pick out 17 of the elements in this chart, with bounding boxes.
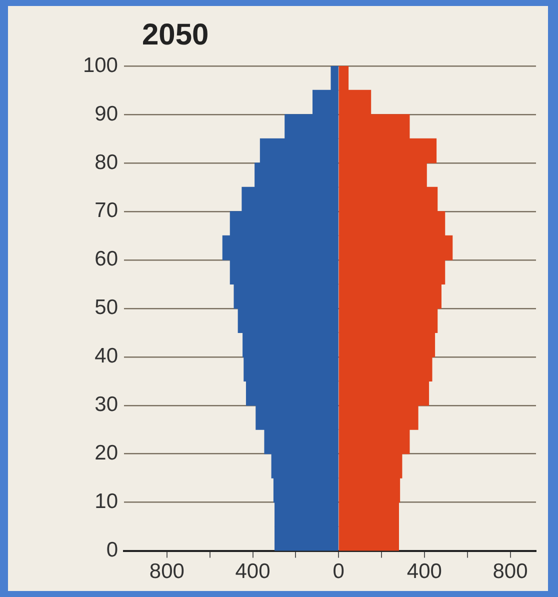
y-tick-label: 100 — [82, 54, 118, 77]
y-tick-label: 20 — [94, 442, 118, 465]
y-tick-label: 30 — [94, 393, 118, 416]
y-tick-label: 50 — [94, 296, 118, 320]
x-tick-label: 800 — [149, 560, 184, 584]
x-tick-label: 0 — [332, 560, 344, 584]
y-tick-label: 90 — [94, 102, 118, 126]
y-tick-label: 60 — [94, 248, 118, 271]
y-tick-label: 10 — [94, 490, 118, 514]
x-tick-label: 400 — [406, 560, 442, 584]
x-tick-label: 400 — [235, 560, 270, 584]
y-tick-label: 80 — [94, 150, 118, 174]
y-tick-label: 0 — [106, 538, 118, 562]
x-tick-label: 800 — [492, 560, 528, 584]
chart-title: 2050 — [142, 18, 209, 52]
y-tick-label: 70 — [94, 199, 118, 222]
y-tick-label: 40 — [94, 344, 118, 368]
